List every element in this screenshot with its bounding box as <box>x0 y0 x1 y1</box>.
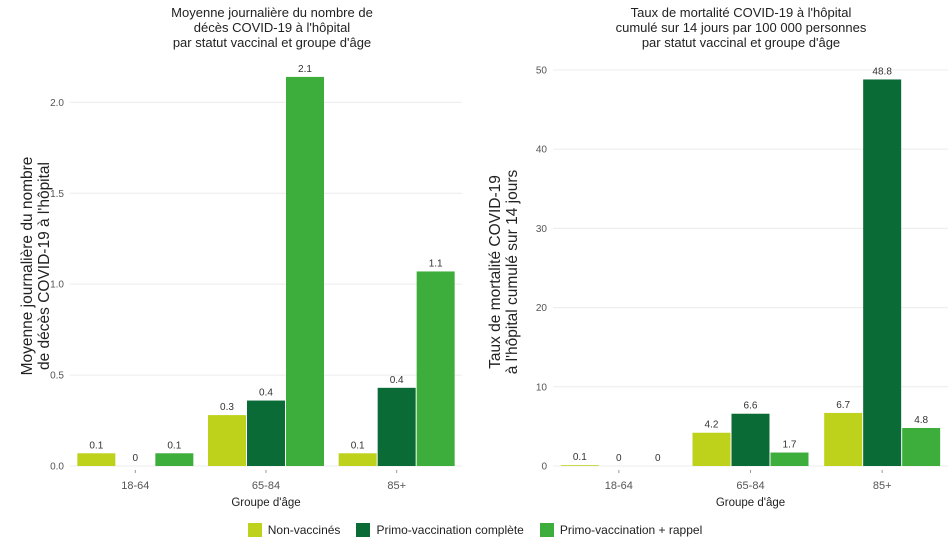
bar <box>208 415 246 466</box>
x-axis-label: Groupe d'âge <box>716 497 785 509</box>
data-label: 0 <box>133 453 139 464</box>
bar <box>560 465 599 466</box>
data-label: 0 <box>616 453 622 464</box>
data-label: 1.1 <box>429 258 443 269</box>
x-axis-label: Groupe d'âge <box>231 497 300 509</box>
y-tick-label: 50 <box>536 65 548 76</box>
x-tick-label: 65-84 <box>736 480 764 492</box>
y-axis-label-line: à l'hôpital cumulé sur 14 jours <box>504 169 521 374</box>
bar <box>155 453 194 466</box>
x-tick-label: 65-84 <box>252 480 280 492</box>
y-tick-label: 0.5 <box>50 371 64 382</box>
legend-label: Primo-vaccination complète <box>376 523 524 537</box>
y-tick-label: 0.0 <box>50 462 64 473</box>
bar <box>77 453 116 466</box>
bar <box>692 432 731 466</box>
chart-title-line: cumulé sur 14 jours par 100 000 personne… <box>616 20 867 35</box>
bar <box>247 400 285 466</box>
legend: Non-vaccinés Primo-vaccination complète … <box>0 518 950 542</box>
bar <box>863 79 902 467</box>
y-axis-label-line: Taux de mortalité COVID-19 <box>487 175 504 369</box>
y-tick-label: 1.5 <box>50 189 64 200</box>
bar <box>902 427 941 466</box>
data-label: 0.1 <box>573 452 587 463</box>
data-label: 0.1 <box>89 440 103 451</box>
data-label: 0.4 <box>259 388 273 399</box>
data-label: 6.6 <box>744 401 758 412</box>
data-label: 0 <box>655 453 661 464</box>
data-label: 0.4 <box>390 375 404 386</box>
y-tick-label: 2.0 <box>50 98 64 109</box>
data-label: 48.8 <box>872 66 892 77</box>
chart-title-line: Moyenne journalière du nombre de <box>171 5 373 20</box>
y-tick-label: 0 <box>541 462 547 473</box>
legend-item-non-vaccines: Non-vaccinés <box>247 523 341 537</box>
bar <box>731 413 770 466</box>
x-tick-label: 18-64 <box>605 480 633 492</box>
bar <box>770 452 809 466</box>
legend-label: Non-vaccinés <box>267 523 341 537</box>
chart-title-line: par statut vaccinal et groupe d'âge <box>642 35 840 50</box>
legend-swatch <box>247 523 262 537</box>
data-label: 0.1 <box>167 440 181 451</box>
x-tick-label: 18-64 <box>121 480 149 492</box>
legend-swatch <box>539 523 554 537</box>
y-tick-label: 20 <box>536 303 548 314</box>
chart-title-line: Taux de mortalité COVID-19 à l'hôpital <box>631 5 852 20</box>
x-tick-label: 85+ <box>873 480 892 492</box>
data-label: 0.1 <box>351 440 365 451</box>
data-label: 6.7 <box>836 400 850 411</box>
legend-label: Primo-vaccination + rappel <box>559 523 703 537</box>
x-tick-label: 85+ <box>387 480 406 492</box>
bar <box>338 453 377 466</box>
y-tick-label: 1.0 <box>50 280 64 291</box>
legend-swatch <box>356 523 371 537</box>
data-label: 2.1 <box>298 64 312 75</box>
bar <box>416 271 455 466</box>
bar <box>377 387 416 466</box>
bar <box>824 412 863 466</box>
y-axis-label-line: de décès COVID-19 à l'hôpital <box>36 162 53 370</box>
y-tick-label: 10 <box>536 382 548 393</box>
legend-item-primo-complete: Primo-vaccination complète <box>356 523 524 537</box>
y-tick-label: 30 <box>536 224 548 235</box>
y-tick-label: 40 <box>536 145 548 156</box>
chart-title-line: décès COVID-19 à l'hôpital <box>194 20 351 35</box>
y-axis-label-line: Moyenne journalière du nombre <box>19 157 36 376</box>
data-label: 0.3 <box>220 402 234 413</box>
chart-title-line: par statut vaccinal et groupe d'âge <box>173 35 371 50</box>
data-label: 4.2 <box>705 420 719 431</box>
legend-item-primo-rappel: Primo-vaccination + rappel <box>539 523 703 537</box>
data-label: 4.8 <box>914 415 928 426</box>
bar <box>286 76 324 466</box>
data-label: 1.7 <box>783 440 797 451</box>
